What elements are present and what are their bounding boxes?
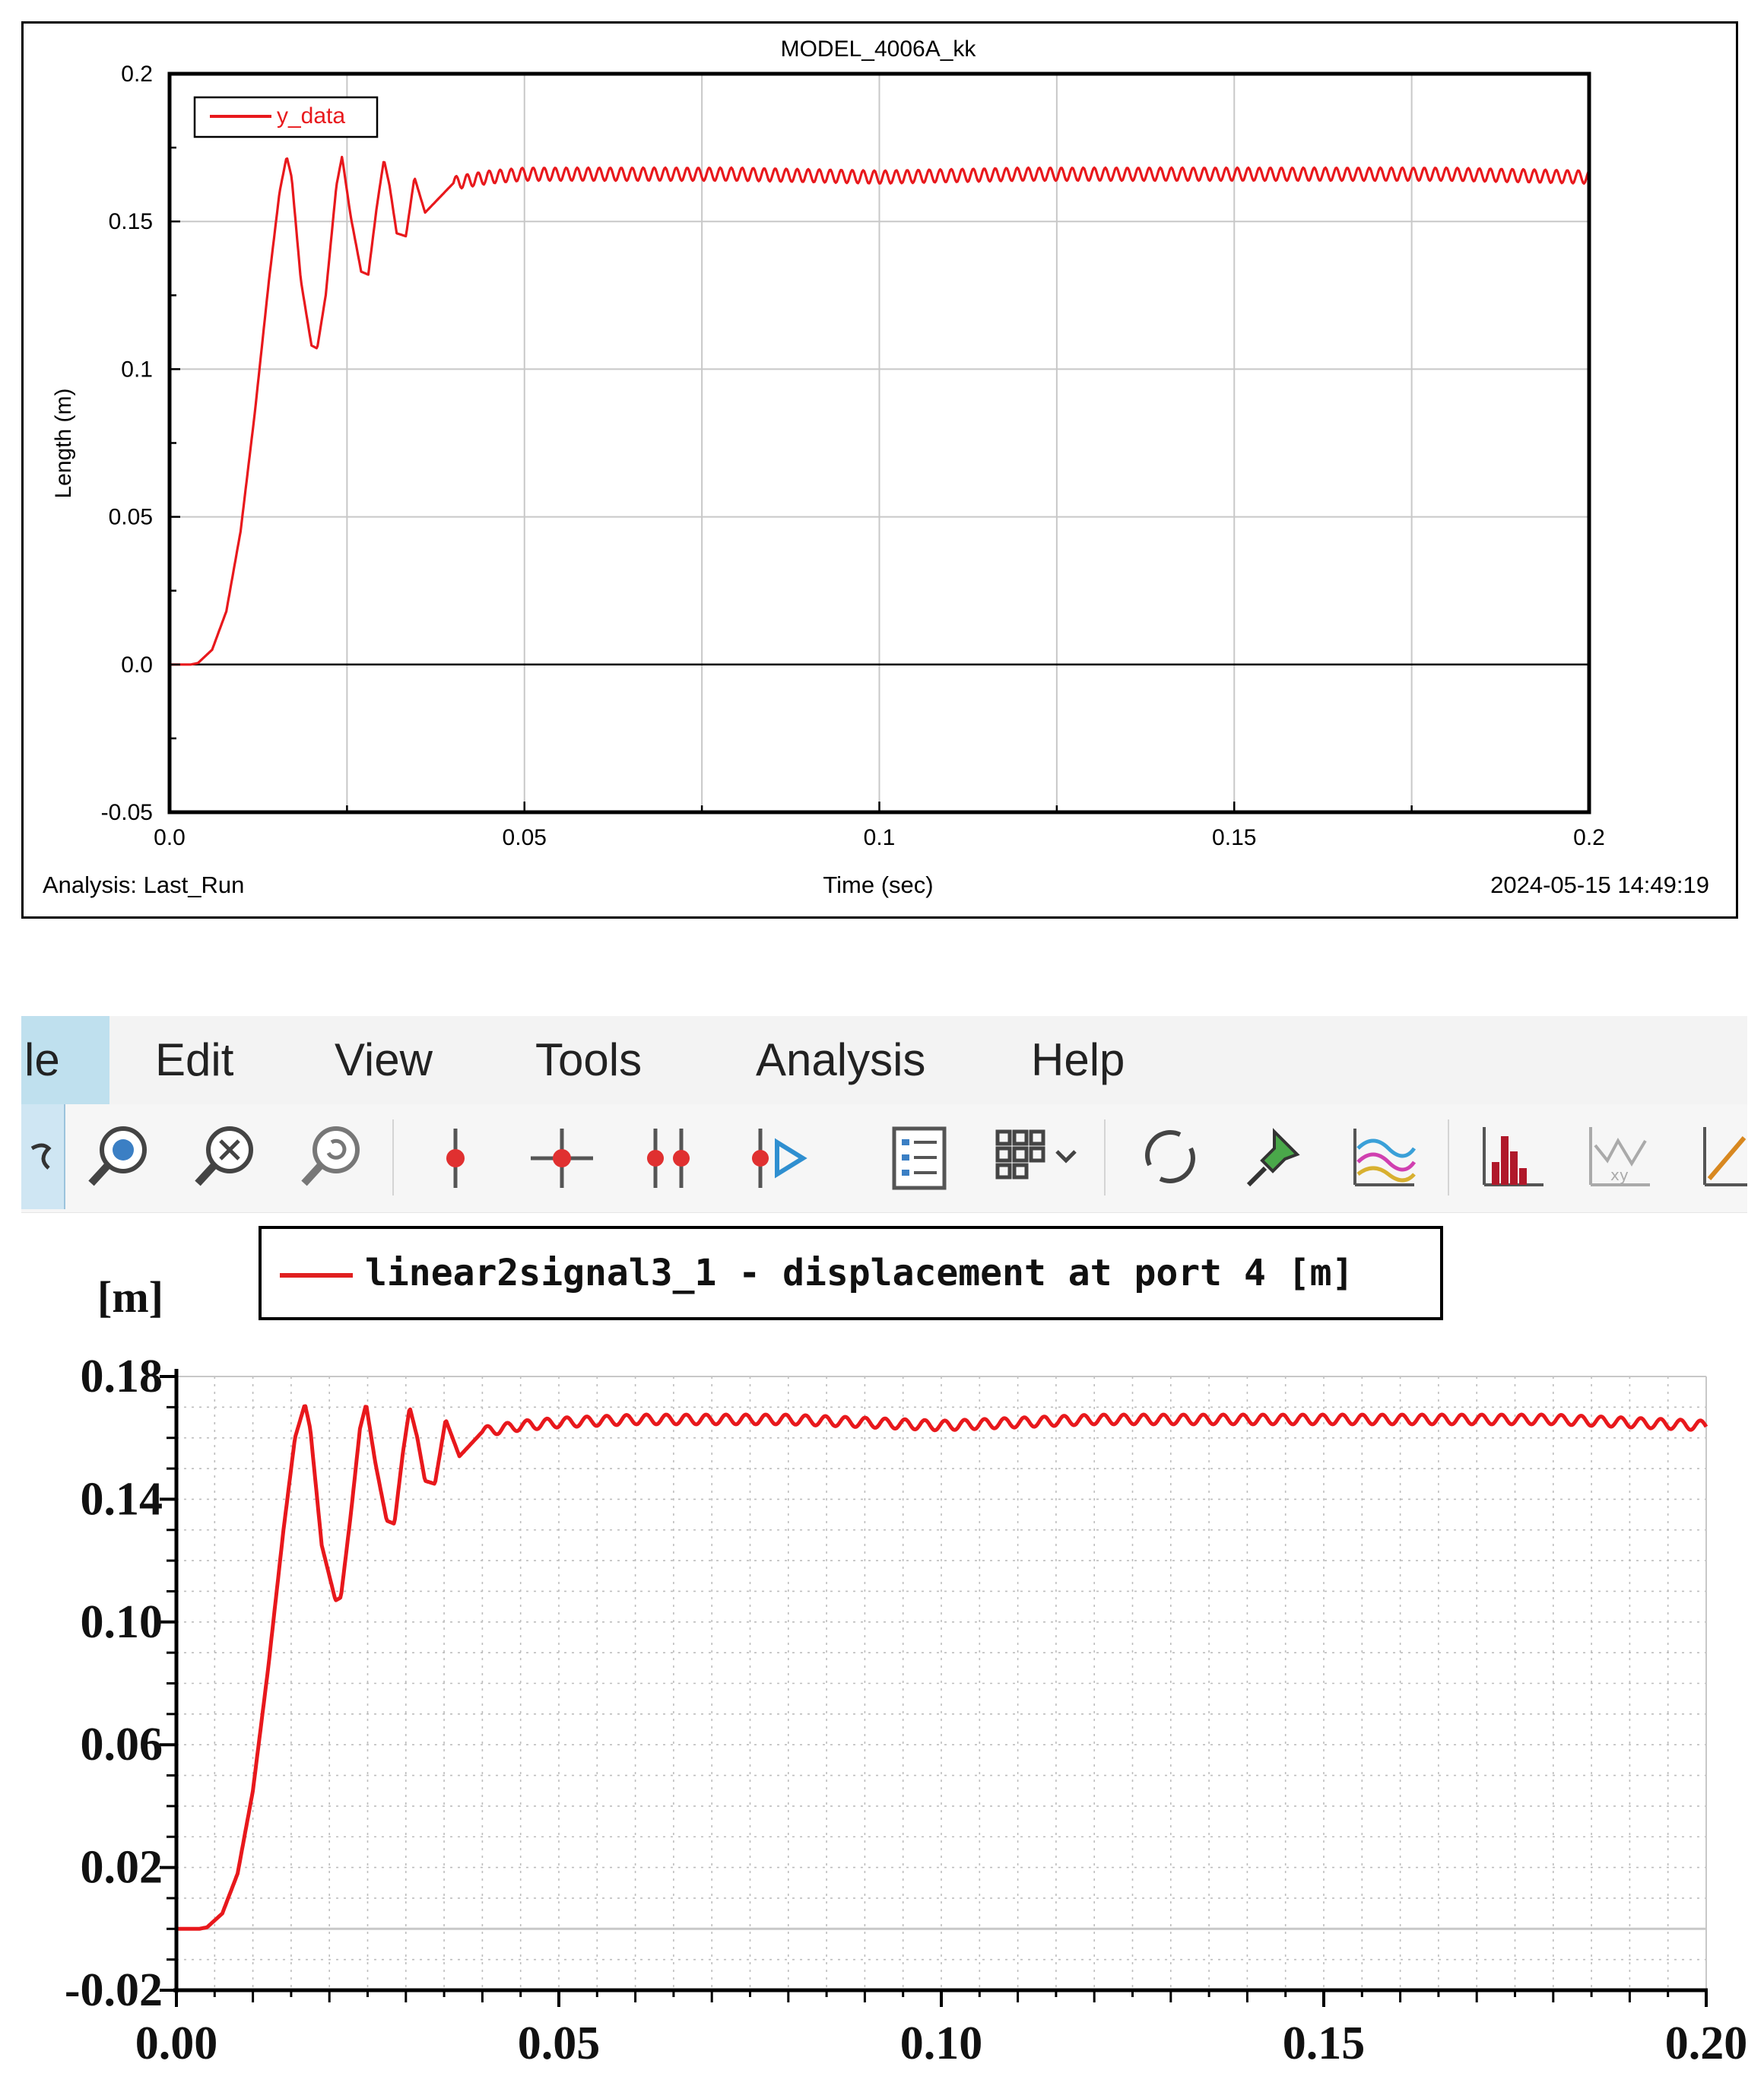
menu-edit[interactable]: Edit (155, 1034, 234, 1085)
plot2-ytick-label: 0.02 (81, 1842, 163, 1894)
plot1-ytick-label: 0.2 (121, 62, 153, 87)
plot2-grid (176, 1376, 1706, 1990)
zoom-back-icon[interactable] (292, 1115, 376, 1199)
plot2-ytick-label: 0.18 (81, 1351, 163, 1402)
plot1-ytick-label: 0.05 (109, 505, 153, 530)
toolbar: xy (21, 1104, 1747, 1213)
select-tool-button[interactable] (21, 1104, 65, 1209)
plot1-footer-left: Analysis: Last_Run (43, 872, 244, 898)
plot1-ytick-label: 0.15 (109, 209, 153, 234)
plot1-ytick-label: 0.0 (121, 653, 153, 678)
plot1-ticks (168, 72, 1591, 814)
dual-marker-icon[interactable] (627, 1115, 710, 1199)
plot1-ytick-label: 0.1 (121, 357, 153, 382)
toolbar-separator (1104, 1119, 1106, 1196)
xy-plot-icon[interactable]: xy (1577, 1115, 1661, 1199)
marker-play-icon[interactable] (733, 1115, 817, 1199)
plot2-xtick-label: 0.20 (1665, 2018, 1748, 2069)
select-icon (30, 1143, 52, 1170)
plot2-ytick-label: 0.06 (81, 1719, 163, 1770)
plot1-series-line (169, 155, 1591, 666)
menu-bar: le Edit View Tools Analysis Help (21, 1016, 1747, 1104)
plot1-title: MODEL_4006A_kk (781, 37, 977, 62)
list-icon[interactable] (877, 1115, 961, 1199)
plot2-xtick-label: 0.15 (1283, 2018, 1366, 2069)
chart1: 0.0 0.05 0.1 0.15 0.2-0.050.00.050.10.150.2 … (43, 37, 1709, 898)
plot2-series-line (175, 1404, 1708, 1931)
refresh-icon[interactable] (1128, 1115, 1212, 1199)
plot1-xtick-label: 0.1 (864, 825, 896, 850)
plot2-ticks (160, 1375, 1708, 2007)
plot1-xtick-label: 0.2 (1573, 825, 1605, 850)
plot1-legend-label: y_data (277, 103, 345, 129)
plot2-legend[interactable]: linear2signal3_1 - displacement at port … (259, 1226, 1443, 1320)
curves-icon[interactable] (1341, 1115, 1425, 1199)
plot1-xtick-label: 0.15 (1212, 825, 1256, 850)
plot2-legend-label: linear2signal3_1 - displacement at port … (365, 1252, 1354, 1294)
menu-help[interactable]: Help (1031, 1034, 1125, 1085)
plot1-tick-labels: 0.0 0.05 0.1 0.15 0.2-0.050.00.050.10.150.2 (101, 62, 1605, 850)
menu-tools[interactable]: Tools (535, 1034, 642, 1085)
plot2-legend-swatch (280, 1273, 353, 1278)
plot2-series-group (175, 1404, 1708, 1931)
plot2-ytick-label: 0.14 (81, 1473, 163, 1525)
plot2-ylabel: [m] (97, 1272, 163, 1322)
plot2-ytick-label: 0.10 (81, 1596, 163, 1648)
grid-layout-icon[interactable] (984, 1115, 1098, 1199)
menu-analysis[interactable]: Analysis (756, 1034, 926, 1085)
plot1-series-group (169, 155, 1591, 666)
plot-edit-icon[interactable] (1691, 1115, 1747, 1199)
plot1-xtick-label: 0.0 (154, 825, 186, 850)
plot1-footer-right: 2024-05-15 14:49:19 (1490, 872, 1709, 898)
marker-icon[interactable] (414, 1115, 497, 1199)
plot2-xtick-label: 0.00 (135, 2018, 218, 2069)
zoom-box-icon[interactable] (186, 1115, 269, 1199)
pin-icon[interactable] (1235, 1115, 1318, 1199)
zoom-fit-icon[interactable] (79, 1115, 163, 1199)
plot2-xtick-label: 0.05 (518, 2018, 601, 2069)
toolbar-separator (392, 1119, 394, 1196)
plot2-xtick-label: 0.10 (900, 2018, 983, 2069)
plot1-ylabel: Length (m) (51, 388, 76, 498)
plot1-ytick-label: -0.05 (101, 800, 153, 825)
svg-text:xy: xy (1610, 1166, 1629, 1184)
histogram-icon[interactable] (1471, 1115, 1554, 1199)
toolbar-separator (1448, 1119, 1449, 1196)
plot2-ytick-label: -0.02 (65, 1964, 163, 2016)
plot2-tick-labels: 0.00 0.05 0.10 0.15 0.20 -0.02 0.02 0.06 0.10 0.1… (65, 1351, 1747, 2069)
crosshair-marker-icon[interactable] (520, 1115, 604, 1199)
menu-file[interactable]: le (21, 1016, 109, 1104)
plot1-xtick-label: 0.05 (503, 825, 547, 850)
menu-view[interactable]: View (335, 1034, 433, 1085)
plot1-legend[interactable]: y_data (193, 96, 379, 138)
plot1-xlabel: Time (sec) (823, 872, 933, 898)
